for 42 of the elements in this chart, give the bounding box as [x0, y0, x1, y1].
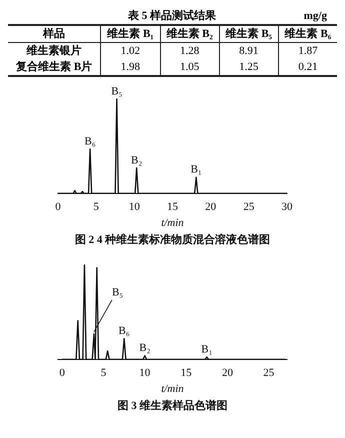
x-tick-label: 维生素 B₁: [100, 25, 160, 42]
chart-title: 表 5 样品测试结果: [128, 8, 216, 24]
data-label: 1.98: [100, 59, 160, 76]
x-tick-label: 25: [243, 200, 255, 213]
x-tick-label: 20: [205, 200, 217, 213]
text: 图 2 4 种维生素标准物质混合溶液色谱图: [74, 233, 270, 246]
data-label: 1.05: [160, 59, 220, 76]
x-tick-label: 0: [55, 200, 62, 213]
data-label: 1.87: [278, 42, 337, 59]
annotation: B₅: [111, 85, 123, 98]
annotation: B₆: [118, 325, 130, 338]
data-label: 1.25: [219, 59, 278, 76]
data-label: 8.91: [219, 42, 278, 59]
text: mg/g: [304, 9, 327, 24]
x-tick-label: 25: [263, 366, 275, 379]
x-tick-label: 30: [282, 200, 293, 213]
data-label: 0.21: [278, 59, 337, 76]
y-tick-label: 复合维生素 B片: [15, 60, 94, 75]
text: 图 3 维生素样品色谱图: [118, 399, 228, 412]
annotation: B₁: [190, 164, 202, 176]
x-axis-title: t/min: [161, 383, 184, 396]
annotation: B₅: [112, 286, 124, 298]
x-tick-label: 5: [100, 366, 107, 379]
annotation: B₂: [131, 154, 142, 166]
x-axis-title: t/min: [161, 217, 184, 230]
data-label: 1.02: [100, 42, 160, 59]
x-tick-label: 维生素 B₂: [160, 25, 220, 42]
x-tick-label: 20: [222, 366, 234, 379]
x-tick-label: 0: [59, 366, 66, 379]
x-tick-label: 5: [93, 200, 100, 213]
y-axis-title: 样品: [42, 26, 66, 42]
x-tick-label: 15: [167, 200, 178, 213]
annotation: B₂: [139, 342, 151, 354]
data-label: 1.28: [160, 42, 220, 59]
x-tick-label: 15: [180, 366, 192, 379]
annotation: B₁: [201, 343, 213, 356]
y-tick-label: 维生素银片: [26, 44, 83, 59]
annotation: B₆: [84, 135, 96, 148]
x-tick-label: 维生素 B₅: [219, 25, 278, 42]
x-tick-label: 10: [128, 200, 140, 213]
x-tick-label: 10: [139, 366, 151, 379]
x-tick-label: 维生素 B₆: [278, 25, 337, 42]
